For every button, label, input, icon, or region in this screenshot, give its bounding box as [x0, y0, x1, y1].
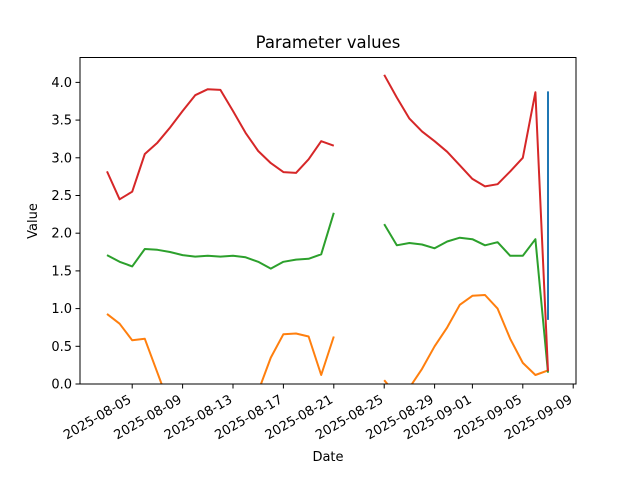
y-tick-label: 3.0 [51, 151, 72, 166]
y-tick-label: 2.5 [51, 189, 72, 204]
y-axis-label: Value [26, 203, 41, 239]
y-tick-label: 1.5 [51, 264, 72, 279]
series-line-red [106, 74, 549, 372]
plot-border [79, 57, 577, 385]
plot-series-layer [106, 74, 549, 384]
y-tick-label: 3.5 [51, 114, 72, 129]
y-tick-label: 2.0 [51, 227, 72, 242]
y-tick-label: 1.0 [51, 302, 72, 317]
chart-title: Parameter values [256, 33, 401, 52]
y-tick-label: 0.0 [51, 378, 72, 393]
y-tick-label: 4.0 [51, 76, 72, 91]
y-tick-label: 0.5 [51, 340, 72, 355]
series-line-orange [106, 294, 549, 384]
series-line-green [106, 212, 549, 373]
axes-layer: 0.00.51.01.52.02.53.03.54.02025-08-05202… [51, 76, 575, 443]
x-axis-label: Date [312, 450, 343, 465]
